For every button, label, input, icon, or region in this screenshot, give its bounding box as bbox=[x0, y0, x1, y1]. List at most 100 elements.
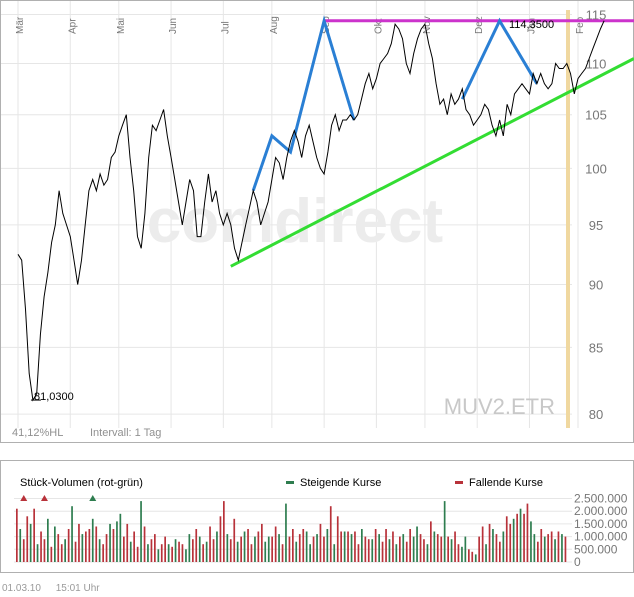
volume-bar bbox=[350, 534, 353, 562]
volume-bar bbox=[412, 536, 415, 562]
pattern-overlays bbox=[30, 15, 634, 401]
volume-bar bbox=[98, 539, 101, 562]
volume-bar bbox=[430, 521, 432, 562]
volume-bar bbox=[136, 546, 139, 562]
low-price-label: 81,0300 bbox=[34, 391, 74, 403]
volume-bar bbox=[492, 529, 494, 562]
volume-bar bbox=[50, 546, 53, 562]
volume-bar bbox=[129, 541, 132, 562]
volume-bar bbox=[361, 529, 363, 562]
volume-bar bbox=[74, 541, 77, 562]
volume-bar bbox=[71, 506, 73, 562]
price-y-tick: 110 bbox=[586, 56, 607, 71]
volume-bar bbox=[40, 531, 42, 562]
volume-bar bbox=[443, 501, 446, 562]
volume-bar bbox=[150, 539, 153, 562]
volume-bar bbox=[19, 529, 22, 562]
volume-bar bbox=[267, 536, 270, 562]
volume-bar bbox=[29, 523, 32, 562]
volume-bar bbox=[326, 529, 329, 562]
volume-bar bbox=[160, 544, 163, 562]
volume-bar bbox=[440, 536, 443, 562]
volume-bar bbox=[209, 526, 211, 562]
volume-bar bbox=[468, 549, 470, 562]
volume-bar bbox=[502, 531, 505, 562]
volume-y-axis: 2.500.0002.000.0001.500.0001.000.000500.… bbox=[574, 492, 628, 569]
volume-bar bbox=[123, 536, 125, 562]
volume-bar bbox=[243, 531, 246, 562]
volume-title: Stück-Volumen (rot-grün) bbox=[20, 477, 143, 489]
volume-bar bbox=[126, 523, 129, 562]
pattern-left-line bbox=[251, 15, 356, 192]
volume-bar bbox=[523, 513, 525, 562]
price-y-tick: 80 bbox=[589, 407, 603, 422]
volume-bar bbox=[364, 536, 367, 562]
volume-bar bbox=[488, 523, 491, 562]
volume-bar bbox=[85, 531, 87, 562]
volume-bar bbox=[298, 534, 301, 562]
volume-bar bbox=[543, 536, 546, 562]
volume-bar bbox=[457, 544, 460, 562]
volume-bar bbox=[226, 534, 229, 562]
volume-bar bbox=[254, 536, 256, 562]
volume-bar bbox=[147, 544, 149, 562]
volume-bar bbox=[250, 544, 253, 562]
volume-bar bbox=[281, 544, 284, 562]
volume-bar bbox=[478, 536, 480, 562]
month-label: Dez bbox=[474, 16, 485, 34]
price-y-tick: 105 bbox=[585, 108, 607, 123]
volume-bar bbox=[530, 521, 532, 562]
volume-bar bbox=[271, 536, 273, 562]
volume-bar bbox=[433, 531, 436, 562]
price-y-tick: 85 bbox=[589, 340, 603, 355]
price-y-tick: 95 bbox=[589, 218, 603, 233]
volume-overflow-arrow bbox=[20, 495, 28, 501]
footer-date: 01.03.10 bbox=[2, 583, 41, 594]
volume-bar bbox=[205, 541, 208, 562]
volume-bar bbox=[185, 549, 187, 562]
volume-bar bbox=[219, 516, 222, 562]
legend-rising-swatch bbox=[286, 481, 294, 484]
volume-bar bbox=[516, 513, 518, 562]
volume-bar bbox=[385, 529, 387, 562]
watermark-text: comdirect bbox=[147, 187, 443, 256]
symbol-label: MUV2.ETR bbox=[444, 394, 555, 419]
month-label: Nov bbox=[422, 16, 433, 34]
volume-bar bbox=[140, 501, 142, 562]
volume-bar bbox=[402, 534, 405, 562]
volume-bar bbox=[333, 544, 336, 562]
volume-bar bbox=[537, 541, 539, 562]
volume-bar bbox=[450, 539, 453, 562]
volume-bar bbox=[495, 534, 498, 562]
volume-bar bbox=[557, 531, 560, 562]
volume-bar bbox=[285, 503, 287, 562]
volume-bar bbox=[88, 529, 91, 562]
price-y-tick: 90 bbox=[589, 277, 603, 292]
volume-bar bbox=[392, 531, 394, 562]
volume-bar bbox=[426, 544, 429, 562]
volume-bar bbox=[357, 544, 360, 562]
volume-bar bbox=[454, 531, 456, 562]
volume-bar bbox=[91, 518, 94, 562]
volume-bar bbox=[371, 539, 374, 562]
volume-y-tick: 1.500.000 bbox=[574, 517, 628, 531]
volume-bar bbox=[464, 536, 467, 562]
volume-bar bbox=[378, 534, 380, 562]
month-label: Mär bbox=[15, 16, 26, 34]
volume-bar bbox=[295, 541, 298, 562]
volume-bar bbox=[264, 541, 267, 562]
volume-bar bbox=[323, 536, 325, 562]
month-label: Apr bbox=[67, 18, 78, 34]
volume-bar bbox=[461, 546, 463, 562]
volume-bar bbox=[343, 531, 346, 562]
volume-bar bbox=[554, 539, 556, 562]
volume-bar bbox=[195, 529, 198, 562]
volume-bar bbox=[388, 539, 391, 562]
volume-bar bbox=[157, 549, 160, 562]
volume-bar bbox=[316, 534, 318, 562]
volume-bar bbox=[198, 536, 201, 562]
volume-bar bbox=[233, 518, 236, 562]
month-label: Okt bbox=[373, 18, 384, 34]
volume-bar bbox=[533, 534, 536, 562]
month-label: Jun bbox=[168, 18, 179, 34]
